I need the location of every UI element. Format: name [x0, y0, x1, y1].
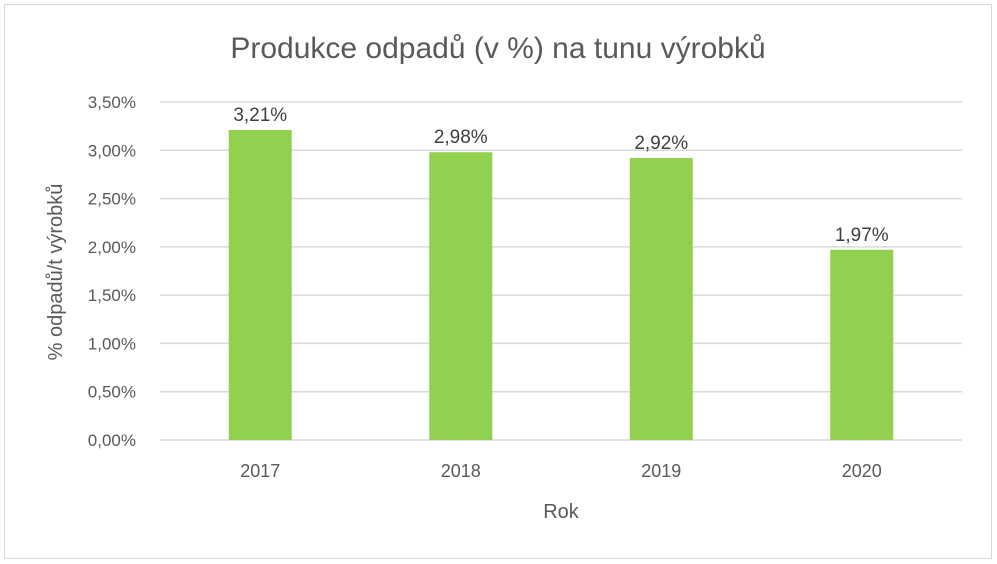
- bar-2019: [629, 158, 693, 441]
- x-tick-label: 2020: [842, 461, 882, 481]
- y-tick-label: 1,00%: [88, 334, 136, 353]
- gridlines: [160, 101, 962, 441]
- x-axis-ticks: 2017 2018 2019 2020: [240, 461, 882, 481]
- x-tick-label: 2018: [441, 461, 481, 481]
- y-axis-title: % odpadů/t výrobků: [45, 184, 67, 361]
- y-tick-label: 2,50%: [88, 190, 136, 209]
- data-label: 3,21%: [233, 105, 287, 126]
- data-label: 2,98%: [434, 127, 488, 148]
- x-tick-label: 2019: [641, 461, 681, 481]
- x-tick-label: 2017: [240, 461, 280, 481]
- data-label: 1,97%: [835, 225, 889, 246]
- y-axis-ticks: 0,00% 0,50% 1,00% 1,50% 2,00% 2,50% 3,00% 3,50%: [88, 93, 136, 450]
- bar-2018: [429, 152, 493, 440]
- chart-title: Produkce odpadů (v %) na tunu výrobků: [230, 32, 765, 65]
- y-tick-label: 3,00%: [88, 141, 136, 160]
- bar-2017: [228, 130, 292, 440]
- bars: [228, 130, 894, 441]
- data-label: 2,92%: [634, 133, 688, 154]
- y-tick-label: 0,00%: [88, 431, 136, 450]
- bar-2020: [830, 249, 894, 440]
- y-tick-label: 2,00%: [88, 238, 136, 257]
- chart-frame: [4, 4, 992, 559]
- y-tick-label: 1,50%: [88, 286, 136, 305]
- data-labels: 3,21% 2,98% 2,92% 1,97%: [233, 105, 888, 246]
- x-axis-title: Rok: [543, 501, 580, 523]
- y-tick-label: 3,50%: [88, 93, 136, 112]
- y-tick-label: 0,50%: [88, 383, 136, 402]
